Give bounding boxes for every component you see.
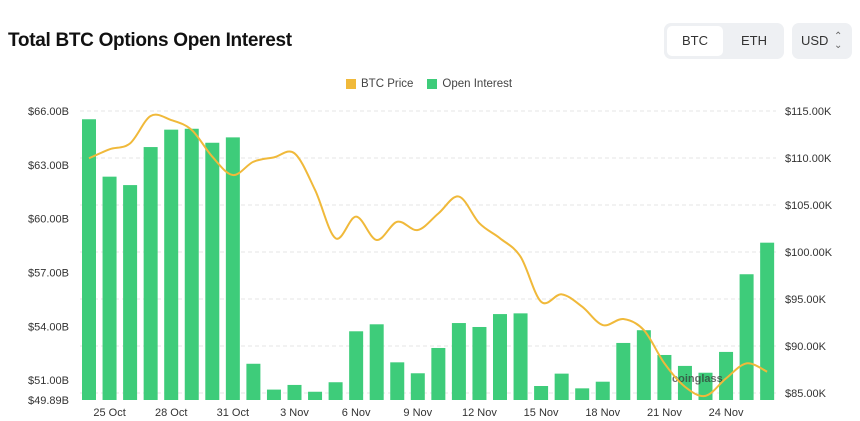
- x-axis-tick: 31 Oct: [217, 407, 249, 419]
- left-axis-tick: $57.00B: [28, 267, 69, 279]
- oi-bar: [513, 313, 528, 400]
- legend-swatch-price: [346, 79, 356, 89]
- oi-bar: [677, 365, 692, 400]
- left-axis-tick: $51.00B: [28, 375, 69, 387]
- asset-btc-button[interactable]: BTC: [667, 26, 723, 56]
- x-axis-tick: 28 Oct: [155, 407, 187, 419]
- oi-bar: [760, 242, 775, 400]
- page-title: Total BTC Options Open Interest: [8, 30, 292, 51]
- asset-eth-button[interactable]: ETH: [741, 33, 767, 48]
- oi-bar: [102, 176, 117, 400]
- oi-bar: [390, 362, 405, 400]
- oi-bar: [595, 381, 610, 400]
- left-axis-tick: $60.00B: [28, 214, 69, 226]
- oi-bar: [616, 342, 631, 400]
- oi-bar: [431, 347, 446, 400]
- oi-bar: [472, 326, 487, 400]
- left-axis-tick: $63.00B: [28, 160, 69, 172]
- oi-bar: [451, 323, 466, 400]
- x-axis-tick: 25 Oct: [93, 407, 125, 419]
- right-axis-tick: $105.00K: [785, 200, 833, 212]
- x-axis-tick: 15 Nov: [524, 407, 559, 419]
- oi-bar: [82, 119, 96, 400]
- right-axis-tick: $95.00K: [785, 294, 827, 306]
- x-axis-tick: 21 Nov: [647, 407, 682, 419]
- watermark-logo: coinglass: [672, 373, 723, 385]
- legend-swatch-oi: [427, 79, 438, 89]
- currency-select[interactable]: USD ⌃ ⌄: [792, 23, 852, 59]
- x-axis-tick: 24 Nov: [709, 407, 744, 419]
- oi-bar: [369, 324, 384, 400]
- oi-bar: [266, 389, 281, 400]
- right-axis-tick: $90.00K: [785, 341, 827, 353]
- legend: BTC Price Open Interest: [346, 78, 512, 90]
- btc-price-line: [88, 113, 768, 398]
- oi-bar: [493, 314, 507, 400]
- legend-label: BTC Price: [361, 78, 414, 90]
- oi-bar: [184, 128, 199, 401]
- oi-bar: [575, 388, 590, 400]
- oi-bar: [636, 330, 651, 400]
- oi-bar: [123, 185, 138, 400]
- oi-bar: [246, 363, 261, 400]
- oi-bar: [534, 386, 549, 400]
- oi-bar: [328, 382, 343, 400]
- asset-toggle: BTC ETH: [664, 23, 784, 59]
- oi-bar: [143, 147, 158, 400]
- right-axis-tick: $110.00K: [785, 153, 832, 165]
- oi-bar: [308, 391, 323, 400]
- oi-bar: [739, 274, 754, 400]
- right-axis-tick: $115.00K: [785, 106, 832, 118]
- x-axis-tick: 3 Nov: [280, 407, 309, 419]
- legend-item-oi[interactable]: Open Interest: [427, 78, 512, 90]
- left-axis-tick: $54.00B: [28, 321, 69, 333]
- right-axis-tick: $85.00K: [785, 388, 827, 400]
- chevron-updown-icon: ⌃ ⌄: [834, 31, 843, 51]
- legend-item-price[interactable]: BTC Price: [346, 78, 413, 90]
- x-axis-tick: 9 Nov: [403, 407, 432, 419]
- x-axis-tick: 18 Nov: [585, 407, 620, 419]
- currency-value: USD: [801, 33, 829, 48]
- x-axis-tick: 6 Nov: [342, 407, 371, 419]
- oi-bar: [225, 137, 240, 400]
- legend-label: Open Interest: [442, 78, 513, 90]
- left-axis-tick: $49.89B: [28, 395, 69, 407]
- oi-bar: [287, 384, 302, 400]
- oi-bar: [349, 331, 364, 400]
- oi-bar: [410, 373, 425, 400]
- oi-bar: [205, 142, 220, 401]
- x-axis-tick: 12 Nov: [462, 407, 497, 419]
- oi-bar: [554, 373, 569, 400]
- right-axis-tick: $100.00K: [785, 247, 833, 259]
- left-axis-tick: $66.00B: [28, 106, 69, 118]
- oi-bar: [164, 129, 179, 400]
- oi-bar: [657, 354, 672, 400]
- oi-bar: [719, 351, 734, 400]
